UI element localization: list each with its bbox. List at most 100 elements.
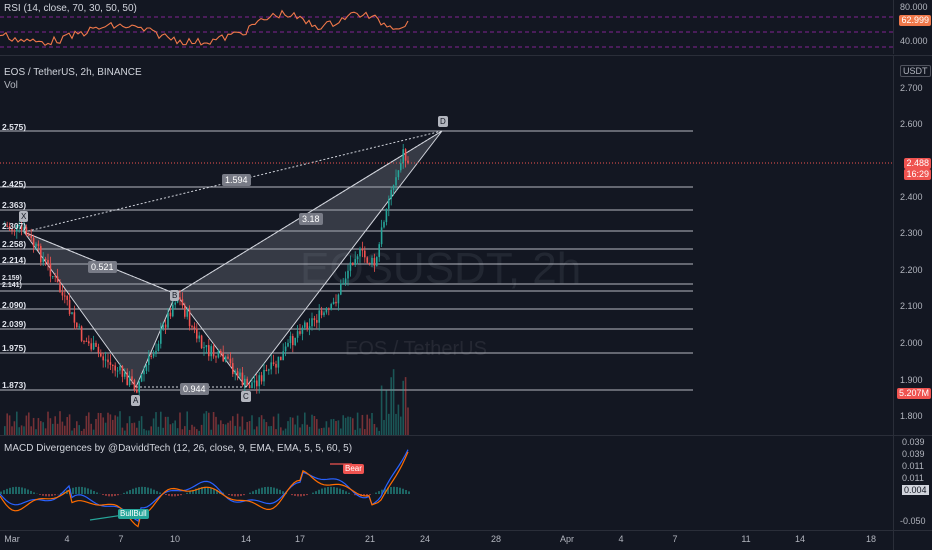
volume-bar	[328, 427, 330, 435]
macd-histogram-bar	[0, 491, 2, 494]
volume-bar	[308, 426, 311, 435]
candle-body	[299, 331, 301, 334]
pane-separator[interactable]	[0, 55, 932, 56]
macd-price-axis[interactable]: 0.039 0.039 0.011 0.011 0.004 -0.050	[893, 436, 932, 530]
volume-bar	[131, 423, 133, 435]
main-chart-pane[interactable]: EOSUSDT, 2h EOS / TetherUS EOS / TetherU…	[0, 56, 893, 435]
volume-bar	[407, 407, 409, 435]
macd-histogram-bar	[138, 487, 140, 494]
macd-histogram-bar	[369, 494, 371, 496]
macd-histogram-bar	[276, 488, 278, 494]
candle-body	[229, 358, 232, 364]
macd-pane[interactable]: MACD Divergences by @DaviddTech (12, 26,…	[0, 436, 893, 530]
candle-body	[301, 327, 304, 334]
harmonic-point-c[interactable]: C	[241, 391, 251, 402]
volume-bar	[380, 385, 383, 435]
candle-body	[397, 170, 400, 178]
pane-separator[interactable]	[0, 530, 932, 531]
pane-separator[interactable]	[0, 435, 932, 436]
candle-body	[83, 340, 85, 342]
volume-bar	[4, 426, 6, 435]
macd-histogram-bar	[336, 487, 338, 494]
candle-body	[59, 282, 61, 293]
candle-body	[337, 294, 340, 304]
candle-body	[40, 246, 42, 263]
price-axis-2100: 2.100	[900, 301, 923, 311]
volume-bar	[119, 411, 121, 435]
time-axis[interactable]: Mar 4 7 10 14 17 21 24 28 Apr 4 7 11 14 …	[0, 531, 893, 550]
candle-body	[359, 248, 361, 257]
volume-bar	[241, 416, 244, 435]
volume-bar	[352, 418, 354, 435]
macd-histogram-bar	[45, 494, 47, 497]
candlesticks	[4, 144, 409, 396]
fib-label-2090: 2.090)	[2, 300, 27, 310]
volume-bar	[373, 423, 376, 435]
volume-bar	[193, 426, 196, 435]
macd-histogram-bar	[150, 488, 152, 494]
macd-histogram-bar	[108, 494, 110, 497]
candle-body	[97, 346, 100, 353]
harmonic-bcd-triangle	[175, 130, 443, 388]
candle-body	[37, 243, 40, 247]
candle-body	[49, 263, 52, 277]
candle-body	[224, 356, 227, 362]
candle-body	[112, 364, 114, 366]
volume-bar	[155, 412, 157, 435]
harmonic-point-d[interactable]: D	[438, 116, 448, 127]
candle-body	[52, 276, 54, 278]
candle-body	[407, 160, 409, 163]
volume-bar	[361, 414, 364, 435]
macd-histogram-bar	[387, 487, 389, 494]
harmonic-point-b[interactable]: B	[170, 290, 180, 301]
rsi-line	[0, 9, 409, 47]
candle-body	[42, 258, 44, 263]
volume-bar	[76, 421, 78, 435]
main-price-axis[interactable]: USDT 2.700 2.600 2.400 2.300 2.200 2.100…	[893, 56, 932, 435]
macd-histogram-bar	[102, 494, 104, 495]
candle-body	[203, 347, 205, 349]
macd-axis-5: 0.004	[902, 485, 929, 495]
time-label-apr-11: 11	[741, 534, 751, 544]
volume-bar	[162, 427, 164, 435]
harmonic-point-a[interactable]: A	[131, 395, 141, 406]
volume-bar	[318, 428, 320, 435]
candle-body	[47, 259, 49, 264]
candle-body	[330, 304, 332, 310]
volume-bar	[160, 411, 162, 435]
rsi-price-axis[interactable]: 80.000 40.000 62.999	[893, 0, 932, 54]
bull-label: BullBull	[118, 509, 149, 519]
candle-body	[104, 359, 107, 361]
candle-body	[265, 369, 268, 371]
macd-axis-6: -0.050	[900, 516, 926, 526]
volume-bar	[265, 422, 268, 435]
volume-bar	[148, 430, 150, 435]
volume-legend[interactable]: Vol	[4, 80, 18, 91]
macd-histogram-bar	[147, 487, 149, 494]
volume-bar	[395, 413, 397, 435]
harmonic-point-x[interactable]: X	[19, 211, 29, 222]
currency-label[interactable]: USDT	[900, 65, 931, 77]
rsi-legend[interactable]: RSI (14, close, 70, 30, 50, 50)	[4, 3, 137, 14]
last-price-tag: 2.488	[904, 158, 931, 169]
volume-bar	[320, 428, 323, 435]
volume-bar	[61, 421, 64, 435]
candle-body	[256, 380, 258, 387]
macd-histogram-bar	[282, 491, 284, 494]
candle-body	[164, 324, 167, 328]
volume-bar	[179, 412, 181, 435]
macd-histogram-bar	[381, 489, 383, 494]
macd-histogram-bar	[243, 494, 245, 496]
macd-legend[interactable]: MACD Divergences by @DaviddTech (12, 26,…	[4, 443, 353, 454]
rsi-pane[interactable]: RSI (14, close, 70, 30, 50, 50)	[0, 0, 893, 54]
candle-body	[28, 235, 30, 237]
volume-bar	[16, 411, 18, 435]
volume-bar	[196, 429, 198, 435]
candle-body	[323, 312, 325, 316]
candle-body	[313, 318, 316, 321]
price-axis-1900: 1.900	[900, 375, 923, 385]
axis-corner[interactable]	[893, 531, 932, 550]
volume-bar	[275, 429, 277, 435]
candle-body	[272, 362, 275, 364]
symbol-title[interactable]: EOS / TetherUS, 2h, BINANCE	[4, 67, 142, 78]
